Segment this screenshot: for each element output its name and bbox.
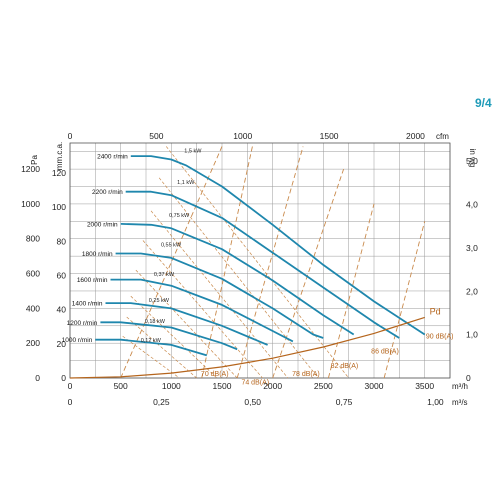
fan-curve-label: 1000 r/min: [62, 337, 93, 344]
x-tick-m3h: 3000: [365, 381, 384, 391]
sound-line: [120, 146, 223, 379]
y-tick-mmca: 60: [57, 271, 67, 281]
x-unit-m3h: m³/h: [452, 382, 468, 391]
fan-curve-label: 1600 r/min: [77, 277, 108, 284]
power-label: 0,37 kW: [154, 272, 175, 278]
sound-lines: [120, 146, 426, 379]
x-unit-m3s: m³/s: [452, 398, 468, 407]
fan-curve-label: 1400 r/min: [72, 301, 103, 308]
y-unit-inwg: in wg: [468, 149, 477, 168]
y-tick-inwg: 3,0: [466, 243, 478, 253]
power-label: 0,55 kW: [161, 242, 182, 248]
pd-curve: [69, 316, 425, 379]
x-unit-cfm: cfm: [436, 132, 449, 141]
x-tick-m3h: 2500: [314, 381, 333, 391]
x-tick-m3h: 500: [114, 381, 128, 391]
power-line: [122, 335, 180, 379]
y-tick-mmca: 20: [57, 339, 67, 349]
sound-label: 70 dB(A): [201, 371, 229, 378]
power-label: 0,25 kW: [149, 298, 170, 304]
sound-label: 74 dB(A): [241, 380, 269, 387]
sound-line: [236, 146, 304, 379]
y-tick-pa: 800: [26, 234, 40, 244]
y-tick-pa: 400: [26, 303, 40, 313]
y-unit-mmca: mm.c.a.: [55, 142, 64, 170]
power-line: [142, 240, 263, 379]
fan-curve: [100, 321, 238, 351]
page-number: 9/4: [475, 96, 492, 110]
sound-label: 82 dB(A): [331, 363, 359, 370]
x-tick-m3s: 0,75: [336, 397, 353, 407]
power-line: [158, 177, 319, 379]
chart-labels: 2400 r/min 2200 r/min 2000 r/min 1800 r/min…: [62, 148, 454, 386]
power-line: [150, 210, 289, 379]
y-tick-inwg: 4,0: [466, 200, 478, 210]
y-tick-inwg: 1,0: [466, 330, 478, 340]
fan-curve-label: 1800 r/min: [82, 251, 113, 258]
sound-label: 78 dB(A): [292, 371, 320, 378]
fan-curve: [120, 223, 355, 336]
fan-curve: [115, 252, 324, 339]
y-tick-mmca: 120: [52, 168, 66, 178]
y-tick-mmca: 0: [61, 373, 66, 383]
fan-curve-label: 1200 r/min: [67, 320, 98, 327]
fan-curve-label: 2400 r/min: [97, 154, 128, 161]
power-label: 0,75 kW: [169, 213, 190, 219]
y-tick-mmca: 80: [57, 236, 67, 246]
pd-label: Pd: [430, 306, 441, 316]
power-label: 1,1 kW: [177, 180, 195, 186]
y-tick-pa: 200: [26, 338, 40, 348]
sound-label: 90 dB(A): [426, 334, 454, 341]
power-label: 0,18 kW: [145, 319, 166, 325]
sound-line: [327, 203, 375, 379]
fan-curve: [110, 278, 294, 343]
fan-curve: [130, 155, 426, 336]
fan-curve-label: 2200 r/min: [92, 189, 123, 196]
x-tick-m3s: 0: [68, 397, 73, 407]
x-tick-m3h: 3500: [415, 381, 434, 391]
axes: 0 500 1000 1500 2000 2500 3000 3500 m³/h0 0,25 0,5…: [21, 131, 478, 407]
y-tick-inwg: 2,0: [466, 286, 478, 296]
y-tick-mmca: 40: [57, 305, 67, 315]
power-line: [165, 146, 349, 379]
power-lines: [122, 146, 349, 379]
sound-line: [272, 168, 345, 379]
fan-curve: [125, 190, 400, 339]
plot-frame: [69, 142, 451, 379]
plot-border: [69, 142, 451, 379]
x-tick-m3h: 1000: [162, 381, 181, 391]
fan-curve: [105, 302, 268, 346]
y-tick-pa: 600: [26, 269, 40, 279]
sound-line: [383, 221, 426, 379]
power-label: 0,12 kW: [141, 338, 162, 344]
x-tick-m3s: 1,00: [427, 397, 444, 407]
sound-label: 86 dB(A): [371, 348, 399, 355]
x-tick-m3s: 0,50: [244, 397, 261, 407]
x-tick-cfm: 0: [68, 131, 73, 141]
y-tick-pa: 0: [35, 373, 40, 383]
x-tick-cfm: 500: [149, 131, 163, 141]
y-tick-mmca: 100: [52, 202, 66, 212]
power-label: 1,5 kW: [184, 148, 202, 154]
fan-curve-label: 2000 r/min: [87, 221, 118, 228]
y-tick-pa: 1000: [21, 199, 40, 209]
y-tick-inwg: 0: [466, 373, 471, 383]
fan-curve: [95, 338, 208, 357]
x-tick-cfm: 1500: [320, 131, 339, 141]
y-tick-pa: 1200: [21, 164, 40, 174]
x-tick-cfm: 2000: [406, 131, 425, 141]
x-tick-m3s: 0,25: [153, 397, 170, 407]
y-tick-inwg: 5,0: [466, 156, 478, 166]
x-tick-m3h: 2000: [263, 381, 282, 391]
x-tick-m3h: 0: [68, 381, 73, 391]
y-unit-pa: Pa: [30, 155, 39, 165]
x-tick-cfm: 1000: [233, 131, 252, 141]
power-line: [126, 316, 197, 379]
x-tick-m3h: 1500: [213, 381, 232, 391]
fan-curves: [69, 155, 426, 379]
